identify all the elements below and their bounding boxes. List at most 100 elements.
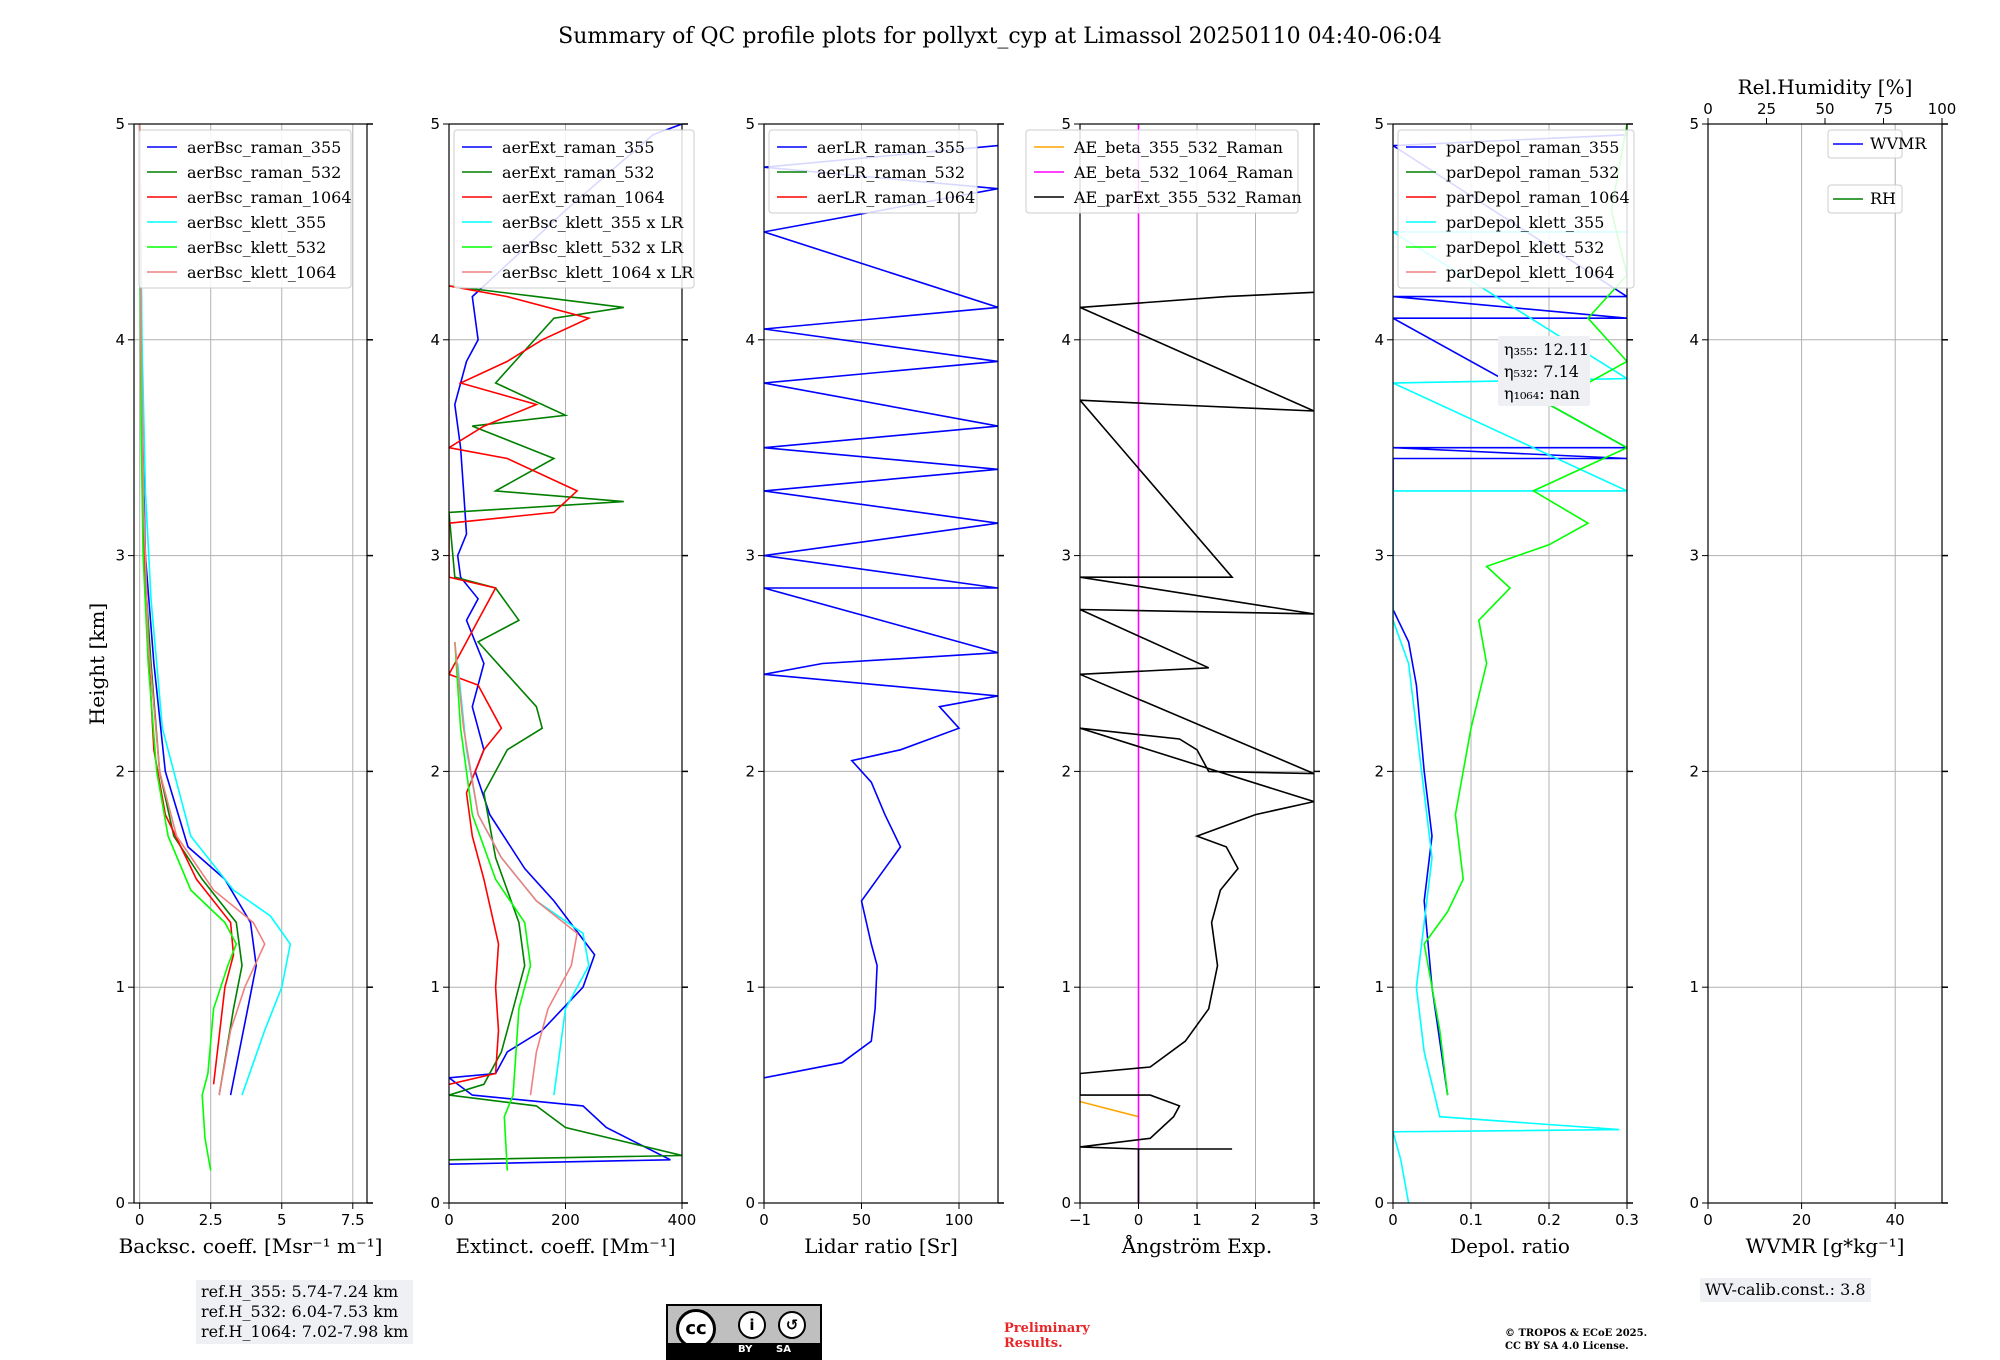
y-tick-label: 4 [1374, 331, 1384, 349]
legend-box-WVMR [1827, 129, 1903, 159]
x-axis-label: Backsc. coeff. [Msr⁻¹ m⁻¹] [119, 1234, 383, 1258]
y-tick-label: 4 [115, 331, 125, 349]
y-tick-label: 4 [1061, 331, 1071, 349]
series-group [138, 124, 292, 1171]
series-line-AE_parExt_355_532_Raman [1080, 291, 1314, 1203]
legend-label: AE_beta_532_1064_Raman [1073, 163, 1293, 182]
y-tick-label: 0 [1689, 1194, 1699, 1212]
x-tick-label: 1 [1192, 1211, 1202, 1229]
axes-frame [763, 123, 999, 1204]
series-line-parDepol_klett_532 [1423, 124, 1627, 1096]
attribution-icon: i [738, 1311, 766, 1339]
y-tick-label: 2 [1061, 762, 1071, 780]
x-tick-label: 0 [1703, 1211, 1713, 1229]
legend-box-RH [1827, 184, 1903, 214]
x-tick-label: 3 [1309, 1211, 1319, 1229]
x-tick-label: 0.1 [1459, 1211, 1483, 1229]
reference-height-box: ref.H_355: 5.74-7.24 km ref.H_532: 6.04-… [196, 1280, 414, 1344]
series-line-aerExt_raman_532 [449, 285, 682, 1161]
series-line-aerBsc_klett_1064 x LR [454, 641, 578, 1096]
legend-label: aerBsc_klett_1064 [187, 263, 336, 282]
panel-backscatter: 0 2.5 5 7.5 0 1 2 3 4 5 Backsc. coeff. [Msr⁻¹ m⁻¹]… [115, 115, 382, 1258]
y-tick-label: 0 [430, 1194, 440, 1212]
x-tick-label: 7.5 [341, 1211, 365, 1229]
panel-extinction: 0 200 400 0 1 2 3 4 5 Extinct. coeff. [Mm⁻¹] aerEx… [430, 115, 696, 1258]
axes-frame [1392, 123, 1628, 1204]
legend-label: aerBsc_klett_355 [187, 213, 326, 232]
y-tick-label: 1 [1374, 978, 1384, 996]
x-tick-label: 200 [551, 1211, 580, 1229]
y-tick-label: 0 [1374, 1194, 1384, 1212]
legend-extinction: aerExt_raman_355 aerExt_raman_532 aerExt_r… [453, 129, 695, 289]
series-line-AE_beta_355_532_Raman [1080, 1100, 1139, 1118]
x-tick-label: 20 [1792, 1211, 1811, 1229]
legend-label: parDepol_klett_355 [1446, 213, 1604, 232]
series-line-parDepol_klett_355 [1393, 231, 1627, 1203]
y-tick-label: 5 [1061, 115, 1071, 133]
y-axis-label: Height [km] [85, 603, 109, 725]
eta-annotation-line: η₁₀₆₄: nan [1504, 384, 1580, 403]
x-tick-label: 0 [1388, 1211, 1398, 1229]
y-tick-label: 0 [745, 1194, 755, 1212]
series-line-aerExt_raman_355 [449, 124, 682, 1165]
panel-lidar_ratio: 0 50 100 0 1 2 3 4 5 Lidar ratio [Sr] aerLR_raman_… [745, 115, 1004, 1258]
legend-label: parDepol_raman_1064 [1446, 188, 1630, 207]
legend-box [1397, 129, 1635, 289]
legend-label: aerBsc_klett_1064 x LR [502, 263, 694, 282]
x-tick-label: 2.5 [199, 1211, 223, 1229]
x2-tick-label: 75 [1874, 100, 1893, 118]
legend-label: RH [1870, 189, 1896, 208]
y-tick-label: 5 [1689, 115, 1699, 133]
y-tick-label: 4 [1689, 331, 1699, 349]
legend-label: parDepol_raman_355 [1446, 138, 1619, 157]
y-tick-label: 2 [115, 762, 125, 780]
y-tick-label: 3 [430, 547, 440, 565]
x-tick-label: 0.2 [1537, 1211, 1561, 1229]
y-tick-label: 4 [745, 331, 755, 349]
legend-label: parDepol_klett_1064 [1446, 263, 1615, 282]
legend-label: aerBsc_klett_532 [187, 238, 326, 257]
legend-label: aerExt_raman_532 [502, 163, 655, 182]
panel-wvmr_rh: 0 20 40 0 1 2 3 4 5 WVMR [g*kg⁻¹] 0 25 50 75 100 Rel.Hu… [1689, 75, 1956, 1258]
y-tick-label: 1 [430, 978, 440, 996]
legend-label: aerLR_raman_355 [817, 138, 965, 157]
x-tick-label: 0 [1134, 1211, 1144, 1229]
y-tick-label: 5 [1374, 115, 1384, 133]
y-tick-label: 2 [745, 762, 755, 780]
legend-label: aerLR_raman_532 [817, 163, 965, 182]
x2-axis-label: Rel.Humidity [%] [1738, 75, 1913, 99]
x-tick-label: 40 [1886, 1211, 1905, 1229]
license-sa: SA [776, 1344, 791, 1355]
legend-label: aerExt_raman_355 [502, 138, 655, 157]
y-tick-label: 2 [430, 762, 440, 780]
series-line-aerBsc_klett_1064 [138, 124, 266, 1096]
x-axis-label: Extinct. coeff. [Mm⁻¹] [455, 1234, 675, 1258]
x-tick-label: 0 [444, 1211, 454, 1229]
eta-annotation-line: η₃₅₅: 12.11 [1504, 340, 1589, 359]
series-line-aerBsc_klett_532 [138, 124, 238, 1171]
legend-label: aerBsc_raman_532 [187, 163, 341, 182]
x-tick-label: 2 [1251, 1211, 1261, 1229]
y-tick-label: 2 [1374, 762, 1384, 780]
x2-tick-label: 25 [1757, 100, 1776, 118]
legend-label: AE_beta_355_532_Raman [1073, 138, 1283, 157]
chart-title: Summary of QC profile plots for pollyxt_… [558, 24, 1442, 49]
y-tick-label: 5 [430, 115, 440, 133]
y-tick-label: 3 [1374, 547, 1384, 565]
x-tick-label: 100 [945, 1211, 974, 1229]
y-tick-label: 1 [1689, 978, 1699, 996]
legend-label: aerExt_raman_1064 [502, 188, 665, 207]
x-tick-label: −1 [1069, 1211, 1091, 1229]
legend-label: aerLR_raman_1064 [817, 188, 975, 207]
series-line-aerExt_raman_1064 [449, 285, 592, 1086]
x-axis-label: Lidar ratio [Sr] [804, 1234, 958, 1258]
x-tick-label: 50 [852, 1211, 871, 1229]
x2-tick-label: 0 [1703, 100, 1713, 118]
legend-label: aerBsc_raman_1064 [187, 188, 352, 207]
wv-calibration-box: WV-calib.const.: 3.8 [1700, 1278, 1871, 1302]
x-axis-label: WVMR [g*kg⁻¹] [1746, 1234, 1905, 1258]
legend-label: parDepol_klett_532 [1446, 238, 1604, 257]
legend-depol: parDepol_raman_355 parDepol_raman_532 parD… [1397, 129, 1635, 289]
